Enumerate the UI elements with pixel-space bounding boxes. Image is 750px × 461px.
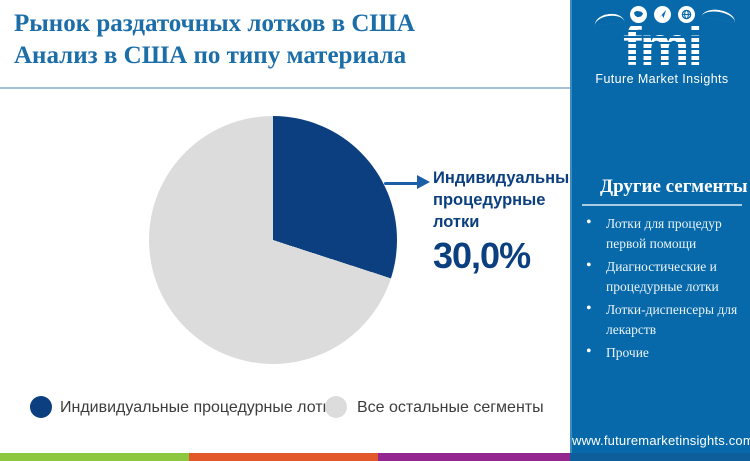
other-segment-item: Лотки-диспенсеры для лекарств xyxy=(582,299,740,340)
other-segment-item: Лотки для процедур первой помощи xyxy=(582,213,740,254)
fmi-logo: fmi Future Market Insights xyxy=(572,6,750,86)
callout-value: 30,0% xyxy=(433,235,531,276)
legend-label-primary: Индивидуальные процедурные лотки xyxy=(60,399,339,416)
callout-line: лотки xyxy=(433,213,480,231)
website-url-link[interactable]: www.futuremarketinsights.com xyxy=(572,433,750,448)
callout-line: Индивидуальные xyxy=(433,169,579,187)
legend-dot-rest xyxy=(325,396,347,418)
page-title-line1: Рынок раздаточных лотков в США xyxy=(14,10,415,37)
callout-arrowhead-icon xyxy=(417,175,430,189)
bottom-brand-stripes xyxy=(0,453,750,461)
legend-dot-primary xyxy=(30,396,52,418)
other-segments-list: Лотки для процедур первой помощи Диагнос… xyxy=(582,213,740,366)
globe-icon xyxy=(678,6,695,23)
other-segments-heading: Другие сегменты xyxy=(600,176,748,197)
slice-callout: Индивидуальные процедурные лотки 30,0% xyxy=(433,167,579,276)
stripe-purple xyxy=(378,453,570,461)
title-divider xyxy=(0,87,570,89)
callout-line: процедурные xyxy=(433,191,546,209)
heading-underline xyxy=(582,204,742,206)
legend: Индивидуальные процедурные лотки Все ост… xyxy=(0,394,570,422)
sidebar: fmi Future Market Insights Другие сегмен… xyxy=(570,0,750,461)
page-title-line2: Анализ в США по типу материала xyxy=(14,42,407,69)
logo-wordmark: fmi xyxy=(623,14,703,77)
callout-arrow xyxy=(384,182,418,185)
chart-area: Рынок раздаточных лотков в США Анализ в … xyxy=(0,8,579,422)
logo-icons xyxy=(630,6,750,24)
logo-subtitle: Future Market Insights xyxy=(595,72,729,86)
other-segment-item: Диагностические и процедурные лотки xyxy=(582,256,740,297)
legend-label-rest: Все остальные сегменты xyxy=(357,399,544,416)
map-icon xyxy=(630,6,647,23)
pie-chart xyxy=(149,116,397,364)
dart-icon xyxy=(654,6,671,23)
page-title: Рынок раздаточных лотков в США Анализ в … xyxy=(14,8,554,72)
stripe-blue xyxy=(570,453,750,461)
stripe-orange xyxy=(189,453,378,461)
stripe-green xyxy=(0,453,189,461)
other-segment-item: Прочие xyxy=(582,342,740,363)
logo-swoosh-icon xyxy=(593,11,625,27)
